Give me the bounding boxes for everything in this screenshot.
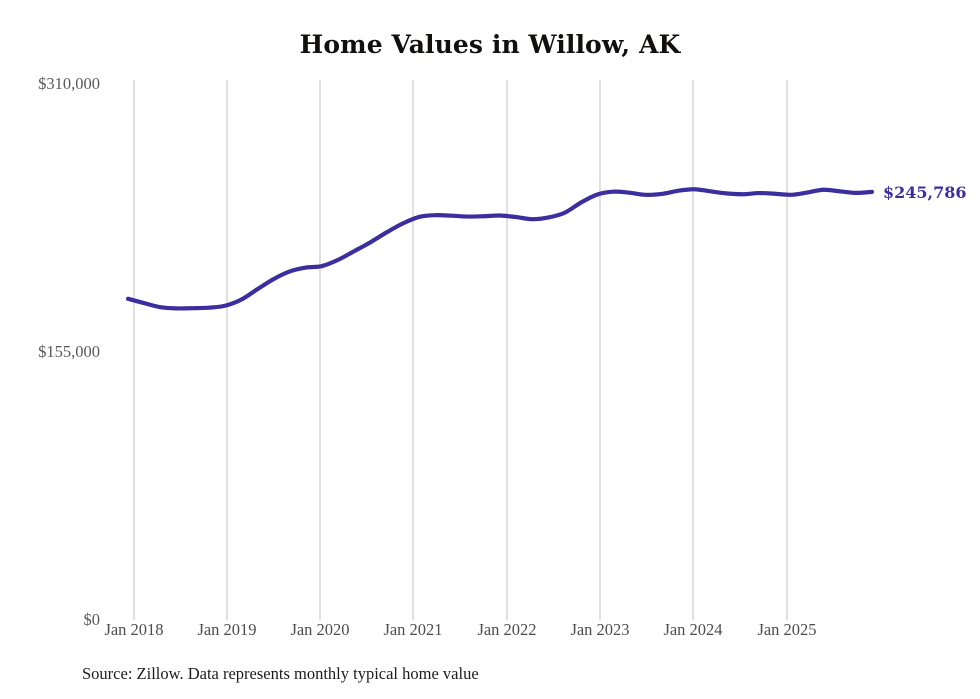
x-axis-tick-2024: Jan 2024: [663, 620, 723, 639]
series-end-value-label: $245,786: [883, 182, 967, 202]
x-axis-tick-2023: Jan 2023: [570, 620, 630, 639]
x-axis-tick-2020: Jan 2020: [290, 620, 350, 639]
x-axis-tick-2022: Jan 2022: [477, 620, 537, 639]
series-line-typical-home-value: [125, 187, 875, 311]
y-axis-tick-zero: $0: [83, 610, 101, 629]
source-note: Source: Zillow. Data represents monthly …: [82, 664, 479, 683]
x-axis-tick-2019: Jan 2019: [197, 620, 257, 639]
vertical-gridlines: [133, 80, 788, 620]
x-axis-tick-2018: Jan 2018: [104, 620, 164, 639]
y-axis-tick-mid: $155,000: [38, 342, 100, 361]
x-axis-tick-2021: Jan 2021: [383, 620, 443, 639]
chart-title: Home Values in Willow, AK: [299, 30, 681, 59]
y-axis-tick-top: $310,000: [38, 74, 100, 93]
x-axis-tick-2025: Jan 2025: [757, 620, 817, 639]
